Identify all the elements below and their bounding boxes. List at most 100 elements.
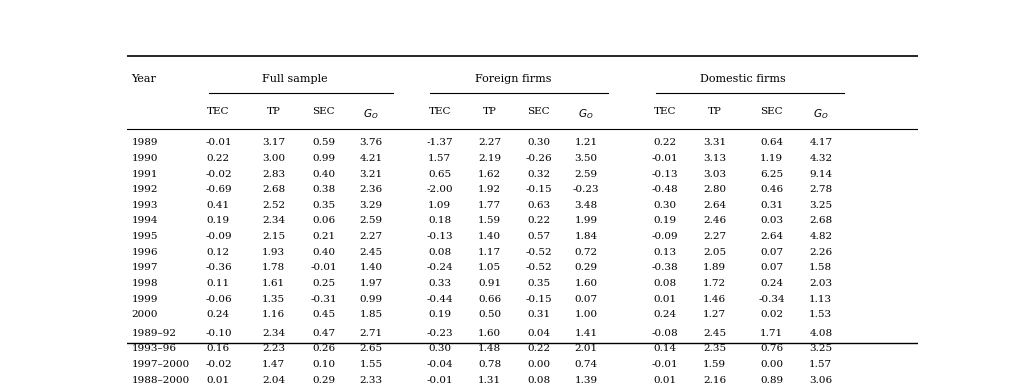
Text: 0.38: 0.38 xyxy=(312,185,335,194)
Text: -0.04: -0.04 xyxy=(426,360,452,369)
Text: 1.78: 1.78 xyxy=(262,263,285,272)
Text: Foreign firms: Foreign firms xyxy=(474,74,550,84)
Text: 1.57: 1.57 xyxy=(808,360,832,369)
Text: 1991: 1991 xyxy=(131,170,158,179)
Text: 3.29: 3.29 xyxy=(359,201,382,210)
Text: 0.91: 0.91 xyxy=(478,279,500,288)
Text: 0.45: 0.45 xyxy=(312,310,335,319)
Text: 2.34: 2.34 xyxy=(262,329,285,338)
Text: 0.07: 0.07 xyxy=(759,248,783,257)
Text: Full sample: Full sample xyxy=(262,74,327,84)
Text: 2.15: 2.15 xyxy=(262,232,285,241)
Text: 1.72: 1.72 xyxy=(702,279,726,288)
Text: 2.19: 2.19 xyxy=(478,154,500,163)
Text: 1.62: 1.62 xyxy=(478,170,500,179)
Text: 0.07: 0.07 xyxy=(759,263,783,272)
Text: 2.03: 2.03 xyxy=(808,279,832,288)
Text: 0.26: 0.26 xyxy=(312,344,335,353)
Text: 1.60: 1.60 xyxy=(478,329,500,338)
Text: -0.01: -0.01 xyxy=(205,138,231,147)
Text: 0.08: 0.08 xyxy=(428,248,450,257)
Text: 1.09: 1.09 xyxy=(428,201,450,210)
Text: 0.46: 0.46 xyxy=(759,185,783,194)
Text: -0.10: -0.10 xyxy=(205,329,231,338)
Text: 0.76: 0.76 xyxy=(759,344,783,353)
Text: 1999: 1999 xyxy=(131,294,158,303)
Text: 0.22: 0.22 xyxy=(527,344,549,353)
Text: 2.26: 2.26 xyxy=(808,248,832,257)
Text: 1.58: 1.58 xyxy=(808,263,832,272)
Text: -0.01: -0.01 xyxy=(310,263,336,272)
Text: -0.15: -0.15 xyxy=(525,185,551,194)
Text: 2.34: 2.34 xyxy=(262,216,285,225)
Text: 1.17: 1.17 xyxy=(478,248,500,257)
Text: 0.24: 0.24 xyxy=(207,310,229,319)
Text: 0.01: 0.01 xyxy=(653,294,676,303)
Text: 0.99: 0.99 xyxy=(359,294,382,303)
Text: 0.57: 0.57 xyxy=(527,232,549,241)
Text: 0.99: 0.99 xyxy=(312,154,335,163)
Text: 2.01: 2.01 xyxy=(574,344,597,353)
Text: 0.10: 0.10 xyxy=(312,360,335,369)
Text: 1.92: 1.92 xyxy=(478,185,500,194)
Text: $G_O$: $G_O$ xyxy=(812,107,827,121)
Text: 0.08: 0.08 xyxy=(653,279,676,288)
Text: -0.52: -0.52 xyxy=(525,248,551,257)
Text: 1.84: 1.84 xyxy=(574,232,597,241)
Text: 0.65: 0.65 xyxy=(428,170,450,179)
Text: 1.19: 1.19 xyxy=(759,154,783,163)
Text: 1.61: 1.61 xyxy=(262,279,285,288)
Text: 1988–2000: 1988–2000 xyxy=(131,376,190,385)
Text: 2.46: 2.46 xyxy=(702,216,726,225)
Text: 2.45: 2.45 xyxy=(359,248,382,257)
Text: 2.78: 2.78 xyxy=(808,185,832,194)
Text: -0.09: -0.09 xyxy=(651,232,678,241)
Text: -0.01: -0.01 xyxy=(426,376,452,385)
Text: 1.59: 1.59 xyxy=(478,216,500,225)
Text: 0.22: 0.22 xyxy=(207,154,229,163)
Text: 0.01: 0.01 xyxy=(653,376,676,385)
Text: 0.00: 0.00 xyxy=(759,360,783,369)
Text: 3.48: 3.48 xyxy=(574,201,597,210)
Text: -0.23: -0.23 xyxy=(426,329,452,338)
Text: 3.03: 3.03 xyxy=(702,170,726,179)
Text: 0.35: 0.35 xyxy=(312,201,335,210)
Text: -2.00: -2.00 xyxy=(426,185,452,194)
Text: 1.40: 1.40 xyxy=(478,232,500,241)
Text: 1.99: 1.99 xyxy=(574,216,597,225)
Text: -0.08: -0.08 xyxy=(651,329,678,338)
Text: TEC: TEC xyxy=(207,107,229,116)
Text: 0.24: 0.24 xyxy=(653,310,676,319)
Text: -0.09: -0.09 xyxy=(205,232,231,241)
Text: -0.36: -0.36 xyxy=(205,263,231,272)
Text: $G_O$: $G_O$ xyxy=(363,107,378,121)
Text: Domestic firms: Domestic firms xyxy=(699,74,785,84)
Text: 0.40: 0.40 xyxy=(312,170,335,179)
Text: 0.19: 0.19 xyxy=(207,216,229,225)
Text: 1.35: 1.35 xyxy=(262,294,285,303)
Text: TP: TP xyxy=(482,107,496,116)
Text: 1997: 1997 xyxy=(131,263,158,272)
Text: 2.27: 2.27 xyxy=(702,232,726,241)
Text: -0.13: -0.13 xyxy=(426,232,452,241)
Text: 0.72: 0.72 xyxy=(574,248,597,257)
Text: 2.59: 2.59 xyxy=(574,170,597,179)
Text: -0.06: -0.06 xyxy=(205,294,231,303)
Text: 0.29: 0.29 xyxy=(574,263,597,272)
Text: 0.41: 0.41 xyxy=(207,201,229,210)
Text: 0.04: 0.04 xyxy=(527,329,549,338)
Text: 0.47: 0.47 xyxy=(312,329,335,338)
Text: TP: TP xyxy=(267,107,280,116)
Text: 0.66: 0.66 xyxy=(478,294,500,303)
Text: 1.21: 1.21 xyxy=(574,138,597,147)
Text: -0.01: -0.01 xyxy=(651,360,678,369)
Text: 1989–92: 1989–92 xyxy=(131,329,176,338)
Text: 0.19: 0.19 xyxy=(428,310,450,319)
Text: 0.12: 0.12 xyxy=(207,248,229,257)
Text: 1.39: 1.39 xyxy=(574,376,597,385)
Text: 0.29: 0.29 xyxy=(312,376,335,385)
Text: 2.05: 2.05 xyxy=(702,248,726,257)
Text: 1.27: 1.27 xyxy=(702,310,726,319)
Text: -0.31: -0.31 xyxy=(310,294,336,303)
Text: 2.68: 2.68 xyxy=(808,216,832,225)
